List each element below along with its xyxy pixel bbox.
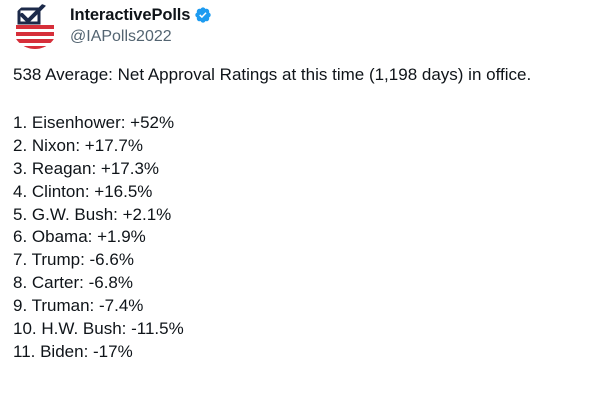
tweet-header: InteractivePolls @IAPolls2022	[12, 2, 212, 50]
list-item: 2. Nixon: +17.7%	[13, 135, 143, 155]
list-item: 6. Obama: +1.9%	[13, 227, 146, 247]
list-item: 9. Truman: -7.4%	[13, 296, 144, 316]
list-item: 5. G.W. Bush: +2.1%	[13, 204, 172, 224]
list-item: 3. Reagan: +17.3%	[13, 158, 160, 178]
handle[interactable]: @IAPolls2022	[70, 28, 172, 45]
tweet-body: 538 Average: Net Approval Ratings at thi…	[13, 64, 593, 364]
check-box-flag-icon	[12, 3, 58, 49]
list-item: 8. Carter: -6.8%	[13, 273, 133, 293]
list-item: 10. H.W. Bush: -11.5%	[13, 319, 184, 339]
list-item: 7. Trump: -6.6%	[13, 250, 134, 270]
list-item: 11. Biden: -17%	[13, 341, 133, 361]
ratings-list: 1. Eisenhower: +52% 2. Nixon: +17.7% 3. …	[13, 112, 593, 364]
avatar[interactable]	[12, 3, 58, 49]
tweet-intro-text: 538 Average: Net Approval Ratings at thi…	[13, 65, 532, 84]
list-item: 4. Clinton: +16.5%	[13, 181, 153, 201]
list-item: 1. Eisenhower: +52%	[13, 113, 175, 132]
display-name[interactable]: InteractivePolls	[70, 5, 191, 24]
name-row: InteractivePolls	[70, 4, 212, 26]
verified-badge-icon	[194, 6, 212, 24]
author-names: InteractivePolls @IAPolls2022	[70, 4, 212, 48]
